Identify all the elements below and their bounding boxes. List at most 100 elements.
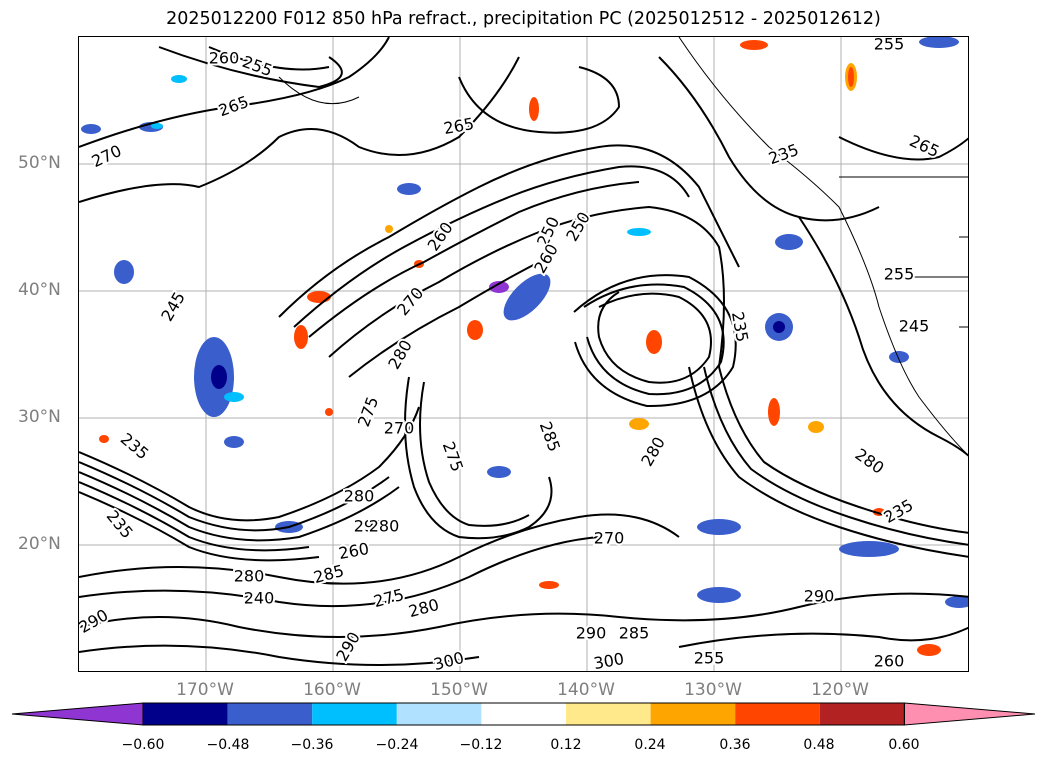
colorbar-tick: 0.24 — [634, 737, 666, 753]
coastlines — [278, 37, 968, 456]
contour-label: 290 — [576, 624, 607, 643]
colorbar-segment — [650, 703, 736, 725]
contour-line — [79, 536, 600, 608]
contour-label: 270 — [384, 419, 415, 438]
precip-blob — [151, 123, 163, 129]
contour-label: 285 — [619, 624, 650, 643]
contour-line — [703, 366, 968, 546]
colorbar-tick: 0.12 — [550, 737, 582, 753]
precip-blob — [945, 596, 968, 608]
colorbar-tick: −0.48 — [206, 737, 250, 753]
precip-blob — [697, 519, 741, 535]
map-title: 2025012200 F012 850 hPa refract., precip… — [166, 9, 881, 29]
contour-label: 290 — [79, 605, 111, 637]
lat-label-20n: 20°N — [18, 534, 61, 554]
contour-label: 300 — [592, 649, 625, 672]
contour-label: 240 — [244, 589, 275, 608]
precip-blob — [740, 40, 768, 50]
precip-blob — [646, 330, 662, 354]
colorbar-tick: 0.36 — [719, 737, 751, 753]
contour-line — [458, 66, 621, 134]
precip-blob — [808, 421, 824, 433]
precip-blob — [919, 37, 959, 48]
precip-blob — [629, 418, 649, 430]
contour-label: 285 — [536, 419, 564, 454]
contour-label: 280 — [407, 595, 441, 621]
contour-label: 260 — [424, 218, 457, 254]
colorbar-tick: 0.60 — [888, 737, 920, 753]
contour-label: 260 — [337, 539, 370, 563]
contour-label: 235 — [117, 429, 153, 463]
lon-label-120w: 120°W — [811, 680, 869, 700]
precip-blob — [294, 325, 308, 349]
contour-line — [583, 283, 725, 396]
contour-label: 275 — [354, 394, 382, 429]
colorbar-segment — [481, 703, 566, 725]
contour-label: 270 — [89, 141, 125, 171]
precip-blob — [848, 67, 854, 87]
map-canvas: 260 2552652702552452502352652652602702602… — [79, 37, 968, 672]
precip-blob — [224, 436, 244, 448]
contour-label: 280 — [344, 487, 375, 506]
precip-blob — [917, 644, 941, 656]
colorbar-tick: −0.36 — [290, 737, 334, 753]
contour-label: 270 — [393, 284, 427, 320]
contour-line — [328, 205, 725, 368]
colorbar-tick: −0.24 — [375, 737, 419, 753]
map-panel: 260 255 265 270 255 245 250 235 265 265 260 270 260 2… — [78, 36, 969, 672]
lon-label-130w: 130°W — [684, 680, 742, 700]
contour-label: 265 — [216, 92, 251, 120]
coastline-aleutians — [278, 76, 360, 105]
precip-blob — [839, 541, 899, 557]
contour-label: 255 — [694, 649, 725, 668]
lon-label-140w: 140°W — [557, 680, 615, 700]
contour-label: 255 — [884, 265, 915, 284]
contour-label: 250 — [562, 209, 594, 245]
contour-line — [678, 626, 968, 648]
contour-label: 255 — [240, 52, 275, 80]
contour-line — [419, 381, 530, 527]
colorbar-segment — [819, 703, 905, 725]
precip-blob — [487, 466, 511, 478]
precip-blob — [397, 183, 421, 195]
contour-label: 260 — [209, 49, 240, 68]
contour-line — [798, 216, 968, 457]
contour-line — [348, 256, 550, 378]
refractivity-contours — [79, 37, 968, 666]
colorbar-segment — [903, 702, 1036, 726]
lat-label-30n: 30°N — [18, 407, 61, 427]
contour-line — [79, 461, 390, 532]
state-borders — [909, 236, 968, 328]
contour-label: 245 — [899, 317, 930, 336]
colorbar-segment — [312, 703, 397, 725]
contour-label: 260 — [530, 241, 562, 277]
contour-label: 280 — [637, 434, 669, 470]
contour-line — [278, 144, 740, 318]
contour-line — [308, 181, 640, 338]
colorbar-outline — [142, 702, 905, 726]
contour-line — [79, 37, 390, 148]
precip-blob — [467, 320, 483, 340]
lat-label-50n: 50°N — [18, 153, 61, 173]
contour-line — [79, 471, 400, 542]
contour-line — [79, 56, 520, 203]
contour-line — [79, 491, 320, 562]
colorbar-segment — [143, 703, 228, 725]
contour-line — [79, 644, 480, 666]
precip-blob — [889, 351, 909, 363]
contour-label: 275 — [372, 585, 406, 611]
colorbar — [11, 702, 1036, 726]
colorbar-segment — [566, 703, 651, 725]
precip-blob — [211, 365, 227, 389]
precip-blob — [325, 408, 333, 416]
contour-label: 290 — [804, 587, 835, 606]
contour-label: 300 — [432, 648, 466, 672]
precip-blob — [114, 260, 134, 284]
contour-line — [79, 592, 968, 638]
contour-label: 290 — [354, 517, 385, 536]
contour-line — [79, 513, 680, 585]
contour-label: 280 — [234, 567, 265, 586]
precip-blob — [775, 234, 803, 250]
precip-blob — [627, 228, 651, 236]
contour-line — [404, 376, 553, 540]
